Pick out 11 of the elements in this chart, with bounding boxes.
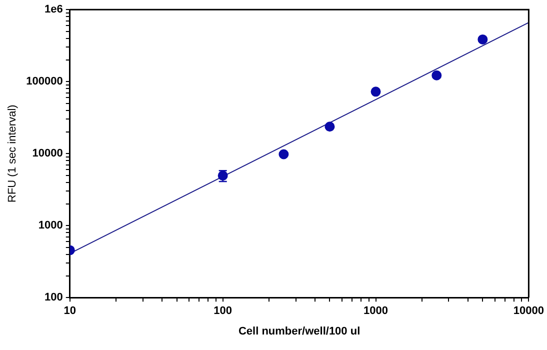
x-axis-title: Cell number/well/100 ul	[238, 325, 360, 338]
x-tick-label: 10	[64, 305, 76, 318]
y-tick-label: 1e6	[44, 4, 63, 16]
x-tick-label: 1000	[364, 305, 388, 318]
y-tick-label: 100000	[26, 76, 63, 88]
x-tick-label: 10000	[513, 305, 544, 318]
y-tick-label: 1000	[38, 220, 63, 232]
y-tick-label: 100	[44, 292, 63, 304]
y-tick-label: 10000	[32, 148, 63, 160]
x-tick-label: 100	[214, 305, 232, 318]
y-axis-title: RFU (1 sec interval)	[6, 104, 19, 202]
